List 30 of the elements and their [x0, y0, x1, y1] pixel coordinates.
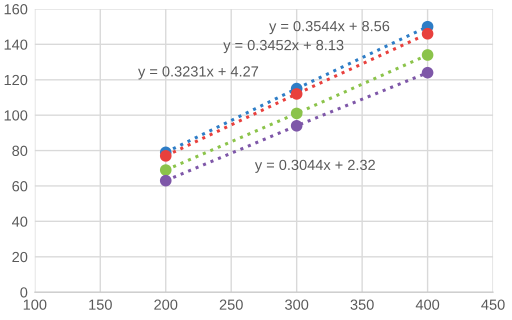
- x-tick-label: 400: [416, 299, 440, 310]
- y-tick-label: 140: [4, 39, 28, 50]
- point: [422, 66, 434, 78]
- point: [160, 164, 172, 176]
- x-tick-label: 100: [24, 299, 46, 310]
- y-tick-label: 160: [4, 4, 28, 14]
- point: [422, 49, 434, 61]
- x-tick-label: 450: [481, 299, 505, 310]
- point: [160, 150, 172, 162]
- y-tick-label: 120: [4, 74, 28, 86]
- point: [422, 28, 434, 40]
- y-tick-label: 20: [12, 252, 28, 262]
- point: [290, 88, 302, 100]
- point: [290, 108, 302, 120]
- x-tick-label: 300: [285, 299, 308, 310]
- y-tick-label: 80: [12, 146, 28, 156]
- y-tick-label: 60: [12, 181, 28, 192]
- annotation: y = 0.3452x + 8.13: [223, 40, 344, 54]
- x-tick-label: 200: [154, 299, 178, 310]
- x-tick-label: 150: [89, 299, 112, 310]
- point: [160, 174, 172, 186]
- x-tick-label: 250: [220, 299, 243, 310]
- x-tick-label: 350: [350, 299, 374, 310]
- annotation: y = 0.3044x + 2.32: [254, 160, 375, 173]
- annotation: y = 0.3231x + 4.27: [138, 66, 258, 80]
- y-tick-label: 0: [20, 287, 28, 298]
- y-tick-label: 100: [4, 110, 28, 121]
- y-tick-label: 40: [12, 216, 28, 227]
- annotation: y = 0.3544x + 8.56: [269, 20, 390, 34]
- point: [290, 120, 302, 132]
